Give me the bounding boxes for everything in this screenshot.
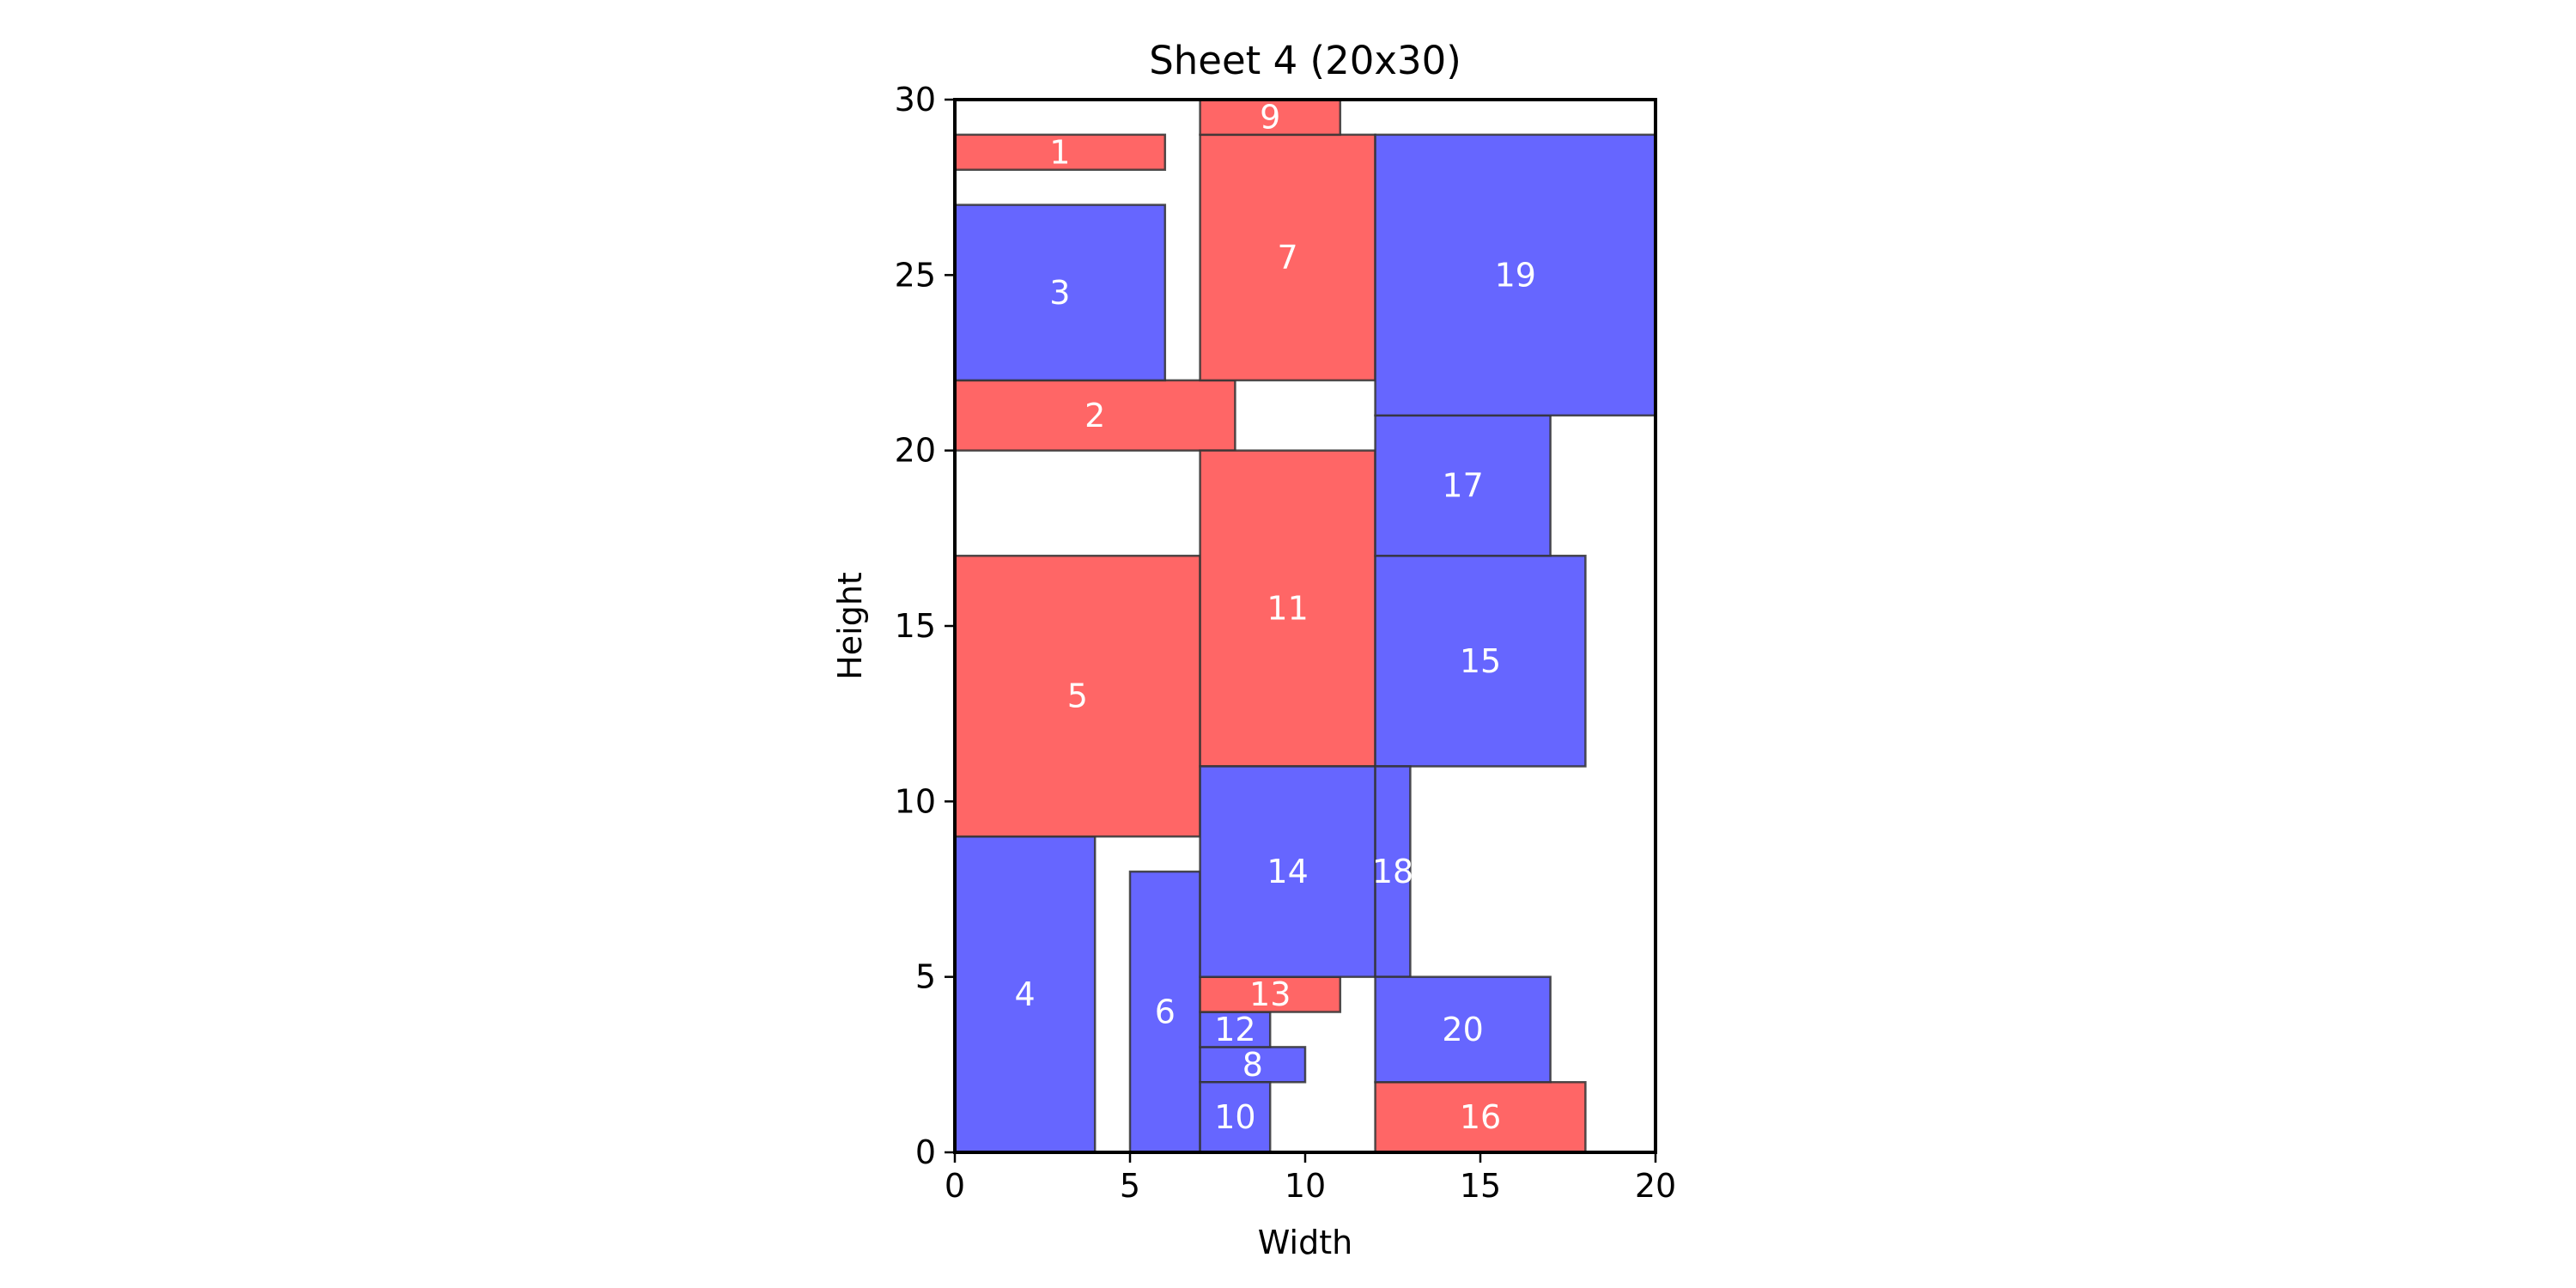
x-axis-label: Width <box>1258 1224 1352 1261</box>
y-tick-label: 25 <box>895 256 936 294</box>
piece-8-rect <box>1199 1046 1307 1084</box>
piece-11-label: 11 <box>1267 590 1308 628</box>
piece-4: 4 <box>953 835 1097 1154</box>
y-tick-label: 10 <box>895 782 936 820</box>
piece-11: 11 <box>1199 449 1376 768</box>
y-tick-label: 15 <box>895 607 936 645</box>
y-tick-label: 5 <box>915 958 936 996</box>
piece-20-rect <box>1374 975 1552 1084</box>
x-tick-label: 10 <box>1285 1167 1326 1205</box>
piece-15-rect <box>1374 555 1587 768</box>
x-tick-label: 5 <box>1120 1167 1140 1205</box>
piece-14-label: 14 <box>1267 853 1308 890</box>
y-tick-label: 20 <box>895 432 936 470</box>
piece-1-rect <box>953 133 1167 171</box>
piece-5-rect <box>953 555 1201 838</box>
piece-9-rect <box>1199 98 1342 137</box>
x-tick-label: 15 <box>1460 1167 1501 1205</box>
piece-12-label: 12 <box>1214 1011 1255 1048</box>
piece-4-label: 4 <box>1015 975 1036 1013</box>
piece-15: 15 <box>1374 555 1587 768</box>
x-axis-ticks: 0 5 10 15 20 <box>945 1152 1676 1205</box>
piece-19-label: 19 <box>1495 256 1536 294</box>
piece-12-rect <box>1199 1011 1272 1048</box>
piece-17-label: 17 <box>1442 467 1483 505</box>
piece-8: 8 <box>1199 1046 1307 1084</box>
piece-9: 9 <box>1199 98 1342 137</box>
piece-16-label: 16 <box>1460 1098 1501 1136</box>
y-tick-label: 0 <box>915 1133 936 1171</box>
piece-17-rect <box>1374 414 1552 557</box>
piece-4-rect <box>953 835 1097 1154</box>
piece-13: 13 <box>1199 975 1342 1013</box>
piece-6: 6 <box>1128 870 1201 1154</box>
piece-7: 7 <box>1199 133 1376 382</box>
piece-1: 1 <box>953 133 1167 171</box>
piece-20: 20 <box>1374 975 1552 1084</box>
piece-19: 19 <box>1374 133 1657 417</box>
piece-18-rect <box>1374 765 1412 978</box>
piece-3-rect <box>953 204 1167 382</box>
y-axis-ticks: 0 5 10 15 20 25 30 <box>895 81 955 1171</box>
piece-12: 12 <box>1199 1011 1272 1048</box>
piece-7-label: 7 <box>1278 239 1298 276</box>
piece-19-rect <box>1374 133 1657 417</box>
piece-20-label: 20 <box>1442 1011 1483 1048</box>
piece-17: 17 <box>1374 414 1552 557</box>
piece-15-label: 15 <box>1460 642 1501 680</box>
piece-14: 14 <box>1199 765 1376 978</box>
piece-2-label: 2 <box>1084 397 1105 434</box>
y-axis-label: Height <box>831 572 869 680</box>
x-tick-label: 20 <box>1635 1167 1676 1205</box>
piece-5-label: 5 <box>1067 677 1088 715</box>
piece-3: 3 <box>953 204 1167 382</box>
piece-16-rect <box>1374 1081 1587 1154</box>
piece-9-label: 9 <box>1260 98 1280 136</box>
piece-1-label: 1 <box>1049 133 1070 171</box>
piece-13-label: 13 <box>1249 975 1291 1013</box>
x-tick-label: 0 <box>945 1167 965 1205</box>
chart-title: Sheet 4 (20x30) <box>1149 38 1461 83</box>
piece-6-label: 6 <box>1155 993 1176 1031</box>
piece-18-label: 18 <box>1372 853 1413 890</box>
piece-16: 16 <box>1374 1081 1587 1154</box>
piece-7-rect <box>1199 133 1376 382</box>
piece-13-rect <box>1199 975 1342 1013</box>
piece-10-rect <box>1199 1081 1272 1154</box>
piece-14-rect <box>1199 765 1376 978</box>
piece-5: 5 <box>953 555 1201 838</box>
piece-10: 10 <box>1199 1081 1272 1154</box>
y-tick-label: 30 <box>895 81 936 118</box>
piece-8-label: 8 <box>1242 1046 1263 1084</box>
piece-3-label: 3 <box>1049 274 1070 312</box>
piece-18: 18 <box>1372 765 1413 978</box>
piece-2: 2 <box>953 379 1236 452</box>
piece-10-label: 10 <box>1214 1098 1255 1136</box>
